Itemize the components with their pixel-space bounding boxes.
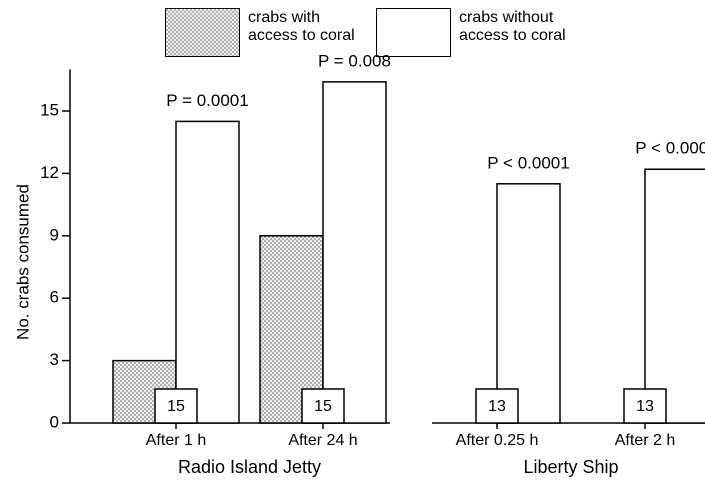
x-tick-label: After 1 h bbox=[146, 432, 206, 449]
annotation: P < 0.0001 bbox=[487, 153, 569, 172]
y-tick-label: 9 bbox=[50, 225, 59, 244]
legend-label: crabs without access to coral bbox=[459, 9, 566, 44]
annotation: P = 0.0001 bbox=[166, 91, 248, 110]
legend-item: crabs without access to coral bbox=[376, 8, 584, 57]
x-tick-label: After 2 h bbox=[615, 432, 675, 449]
bar bbox=[259, 235, 324, 424]
n-box bbox=[623, 388, 667, 424]
y-tick-label: 3 bbox=[50, 350, 59, 369]
n-box bbox=[475, 388, 519, 424]
y-tick-label: 12 bbox=[40, 163, 59, 182]
n-box bbox=[154, 388, 198, 424]
group-label: Radio Island Jetty bbox=[178, 457, 321, 477]
bar bbox=[322, 81, 387, 424]
x-tick-label: After 0.25 h bbox=[456, 432, 539, 449]
x-tick-label: After 24 h bbox=[288, 432, 357, 449]
legend-swatch bbox=[376, 8, 451, 57]
y-tick-label: 6 bbox=[50, 288, 59, 307]
n-box bbox=[301, 388, 345, 424]
legend-swatch bbox=[165, 8, 240, 57]
n-label: 15 bbox=[167, 398, 185, 415]
annotation: P < 0.0001 bbox=[635, 139, 705, 158]
bar bbox=[496, 183, 561, 424]
y-tick-label: 15 bbox=[40, 100, 59, 119]
bar bbox=[644, 168, 705, 424]
legend-label: crabs with access to coral bbox=[248, 9, 355, 44]
n-label: 13 bbox=[488, 398, 506, 415]
y-axis-label: No. crabs consumed bbox=[13, 184, 32, 340]
n-label: 13 bbox=[636, 398, 654, 415]
bar bbox=[112, 359, 177, 424]
n-label: 15 bbox=[314, 398, 332, 415]
legend-item: crabs with access to coral bbox=[165, 8, 373, 57]
y-tick-label: 0 bbox=[50, 412, 59, 431]
group-label: Liberty Ship bbox=[523, 457, 618, 477]
bar bbox=[175, 120, 240, 424]
